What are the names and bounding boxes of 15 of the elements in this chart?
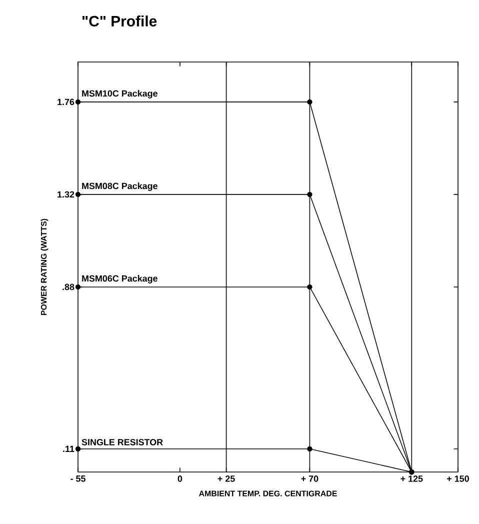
- series-label: MSM08C Package: [82, 182, 158, 191]
- series-label: MSM10C Package: [82, 90, 158, 98]
- chart-title: "C" Profile: [82, 16, 157, 26]
- x-tick-label: + 25: [218, 476, 235, 482]
- y-tick-label: .11: [63, 446, 74, 452]
- y-tick-label: 1.76: [58, 98, 74, 106]
- x-tick-label: + 125: [400, 476, 423, 482]
- series-label: SINGLE RESISTOR: [82, 438, 163, 446]
- series-label: MSM06C Package: [82, 275, 158, 284]
- x-tick-label: - 55: [70, 476, 86, 482]
- y-tick-label: .88: [62, 284, 74, 290]
- x-tick-label: + 70: [301, 476, 318, 482]
- x-tick-label: 0: [178, 476, 182, 482]
- x-tick-label: + 150: [447, 476, 469, 482]
- y-tick-label: 1.32: [58, 191, 74, 198]
